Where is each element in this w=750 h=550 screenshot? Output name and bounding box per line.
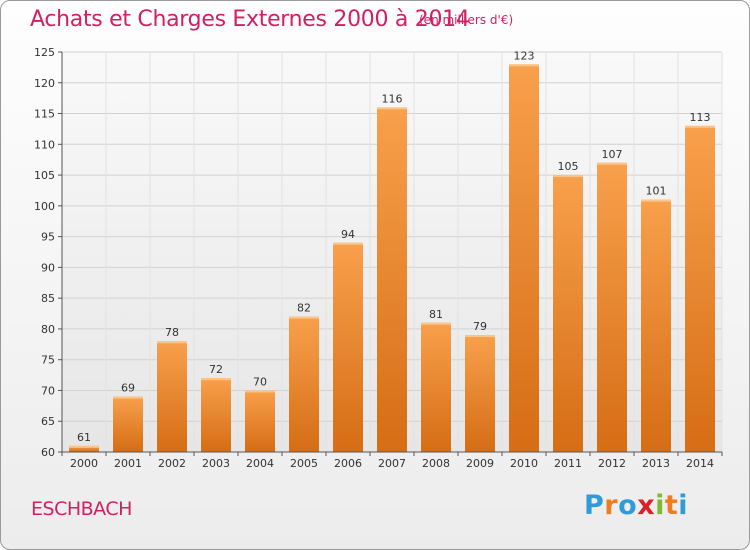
bar-highlight [69, 445, 99, 448]
x-tick-label: 2011 [554, 457, 582, 470]
y-tick-label: 120 [34, 77, 55, 90]
data-label: 61 [77, 431, 91, 444]
data-label: 81 [429, 308, 443, 321]
bar-2009[interactable] [465, 335, 495, 452]
bar-2010[interactable] [509, 64, 539, 453]
x-tick-label: 2002 [158, 457, 186, 470]
data-label: 113 [690, 111, 711, 124]
y-tick-label: 60 [41, 446, 55, 459]
x-tick-label: 2007 [378, 457, 406, 470]
data-label: 70 [253, 375, 267, 388]
data-label: 94 [341, 228, 355, 241]
y-tick-label: 110 [34, 138, 55, 151]
bar-2001[interactable] [113, 396, 143, 452]
x-tick-label: 2012 [598, 457, 626, 470]
y-tick-label: 90 [41, 261, 55, 274]
bar-2005[interactable] [289, 316, 319, 452]
bar-2008[interactable] [421, 322, 451, 452]
bar-highlight [289, 316, 319, 319]
data-label: 123 [514, 49, 535, 62]
y-tick-label: 80 [41, 323, 55, 336]
x-tick-label: 2010 [510, 457, 538, 470]
place-name: ESCHBACH [31, 498, 132, 520]
y-tick-label: 115 [34, 108, 55, 121]
y-tick-label: 125 [34, 46, 55, 59]
bar-highlight [553, 175, 583, 178]
data-label: 79 [473, 320, 487, 333]
logo-letter: o [618, 490, 638, 521]
bar-highlight [201, 378, 231, 381]
data-label: 107 [602, 148, 623, 161]
data-label: 78 [165, 326, 179, 339]
bar-2013[interactable] [641, 199, 671, 452]
bar-2004[interactable] [245, 390, 275, 452]
label-layer: 61 69 78 72 70 82 94 116 81 79 123 105 107 101 113 [77, 49, 711, 444]
proxiti-logo[interactable]: Proxiti [584, 490, 688, 521]
x-tick-label: 2014 [686, 457, 714, 470]
x-tick-label: 2013 [642, 457, 670, 470]
chart-subtitle: (en milliers d'€) [419, 13, 514, 27]
bar-2014[interactable] [685, 125, 715, 452]
data-label: 69 [121, 382, 135, 395]
x-tick-label: 2004 [246, 457, 274, 470]
bar-highlight [245, 390, 275, 393]
x-tick-label: 2001 [114, 457, 142, 470]
y-tick-label: 70 [41, 384, 55, 397]
bar-highlight [597, 162, 627, 165]
bar-2003[interactable] [201, 378, 231, 452]
y-tick-label: 75 [41, 354, 55, 367]
logo-letter: t [664, 490, 679, 521]
bar-layer [69, 64, 715, 453]
bar-highlight [377, 107, 407, 110]
bar-highlight [157, 341, 187, 344]
axis-layer: 60 65 70 75 80 85 90 95 100 105 110 115 120 125 2000 20… [34, 46, 723, 470]
logo-letter: r [604, 490, 619, 521]
y-tick-label: 85 [41, 292, 55, 305]
bar-highlight [509, 64, 539, 67]
data-label: 105 [558, 160, 579, 173]
x-tick-label: 2005 [290, 457, 318, 470]
logo-letter: i [678, 490, 689, 521]
logo-letter: x [637, 490, 656, 521]
bar-2007[interactable] [377, 107, 407, 452]
y-tick-label: 105 [34, 169, 55, 182]
data-label: 116 [382, 92, 403, 105]
x-tick-label: 2006 [334, 457, 362, 470]
bar-2011[interactable] [553, 175, 583, 453]
x-tick-label: 2003 [202, 457, 230, 470]
bar-highlight [685, 125, 715, 128]
bar-highlight [465, 335, 495, 338]
data-label: 72 [209, 363, 223, 376]
x-tick-label: 2008 [422, 457, 450, 470]
data-label: 82 [297, 302, 311, 315]
bar-2012[interactable] [597, 162, 627, 452]
bar-highlight [421, 322, 451, 325]
x-tick-label: 2000 [70, 457, 98, 470]
data-label: 101 [646, 185, 667, 198]
logo-letter: i [655, 490, 665, 521]
bar-highlight [113, 396, 143, 399]
bar-highlight [333, 242, 363, 245]
bar-2002[interactable] [157, 341, 187, 452]
x-tick-label: 2009 [466, 457, 494, 470]
y-tick-label: 100 [34, 200, 55, 213]
bar-2006[interactable] [333, 242, 363, 452]
logo-letter: P [584, 490, 605, 521]
y-tick-label: 65 [41, 415, 55, 428]
bar-2000[interactable] [69, 445, 99, 452]
chart-title: Achats et Charges Externes 2000 à 2014 [30, 7, 470, 32]
bar-highlight [641, 199, 671, 202]
y-tick-label: 95 [41, 231, 55, 244]
